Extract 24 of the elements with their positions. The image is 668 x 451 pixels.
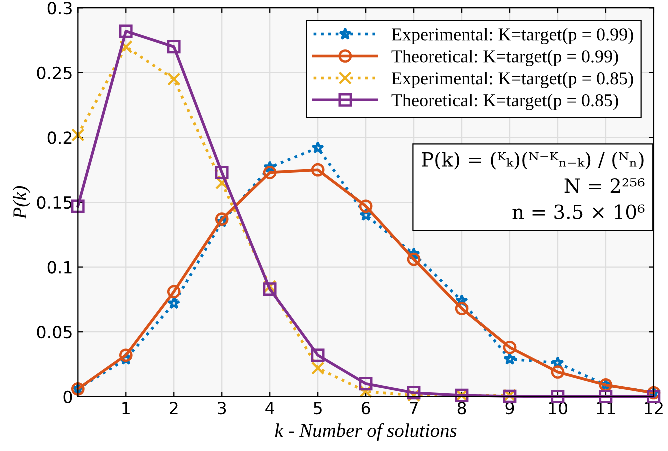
y-tick-label: 0.15 <box>37 196 72 210</box>
y-tick-label: 0.25 <box>37 66 72 80</box>
x-axis-title: k - Number of solutions <box>275 423 457 442</box>
x-tick-label: 2 <box>170 402 178 414</box>
legend-label: Theoretical: K=target(p = 0.99) <box>392 50 618 66</box>
y-tick-label: 0.3 <box>48 2 72 15</box>
x-tick-label: 3 <box>218 402 226 415</box>
y-tick-label: 0.1 <box>48 261 72 274</box>
x-tick-label: 4 <box>266 402 274 414</box>
x-tick-label: 1 <box>122 402 130 414</box>
x-tick-label: 6 <box>362 402 370 415</box>
legend-label: Theoretical: K=target(p = 0.85) <box>392 94 618 110</box>
y-tick-label: 0.2 <box>48 132 72 144</box>
y-tick-label: 0 <box>64 390 72 404</box>
x-tick-label: 8 <box>458 402 466 415</box>
x-tick-label: 5 <box>314 402 322 415</box>
legend-label: Experimental: K=target(p = 0.85) <box>392 72 634 88</box>
annotation: N = 2²⁵⁶ <box>564 178 645 194</box>
y-axis-title: P(k) <box>12 186 31 220</box>
y-tick-label: 0.05 <box>37 326 72 339</box>
annotation: P(k) = (ᴷₖ)(ᴺ⁻ᴷₙ₋ₖ) / (ᴺₙ) <box>422 152 644 170</box>
x-tick-label: 7 <box>410 402 418 414</box>
legend-label: Experimental: K=target(p = 0.99) <box>392 28 634 45</box>
annotation: n = 3.5 × 10⁶ <box>512 204 645 220</box>
